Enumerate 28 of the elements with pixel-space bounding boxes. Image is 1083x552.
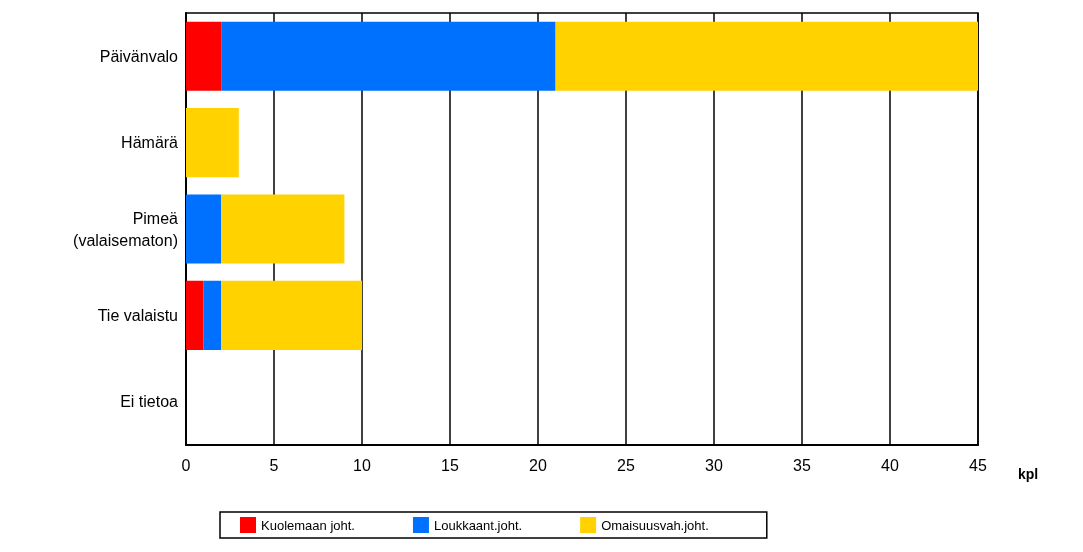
- bar: [221, 21, 556, 91]
- y-tick-label: Hämärä: [121, 134, 179, 152]
- x-tick-label: 40: [881, 456, 899, 474]
- x-tick-label: 30: [705, 456, 723, 474]
- x-tick-label: 25: [617, 456, 635, 474]
- bar: [186, 194, 222, 264]
- bar: [221, 194, 345, 264]
- x-tick-label: 45: [969, 456, 987, 474]
- bar: [186, 21, 222, 91]
- x-tick-label: 0: [181, 456, 191, 474]
- x-tick-label: 5: [269, 456, 279, 474]
- x-tick-label: 35: [793, 456, 811, 474]
- y-tick-label: Tie valaistu: [97, 306, 178, 324]
- bar: [221, 280, 362, 350]
- legend-label: Omaisuusvah.joht.: [601, 517, 709, 533]
- bar: [203, 280, 222, 350]
- bar: [186, 280, 204, 350]
- x-tick-label: 15: [441, 456, 459, 474]
- legend-label: Kuolemaan joht.: [261, 517, 355, 533]
- legend-label: Loukkaant.joht.: [433, 517, 523, 533]
- y-tick-label: Päivänvalo: [99, 47, 179, 65]
- bar: [555, 21, 978, 91]
- x-tick-label: 20: [529, 456, 547, 474]
- x-tick-label: 10: [353, 456, 371, 474]
- bar: [186, 108, 239, 178]
- y-tick-label: Ei tietoa: [120, 393, 179, 411]
- x-axis-title: kpl: [1018, 466, 1039, 482]
- y-tick-label: Pimeä (valaisematon): [73, 209, 179, 249]
